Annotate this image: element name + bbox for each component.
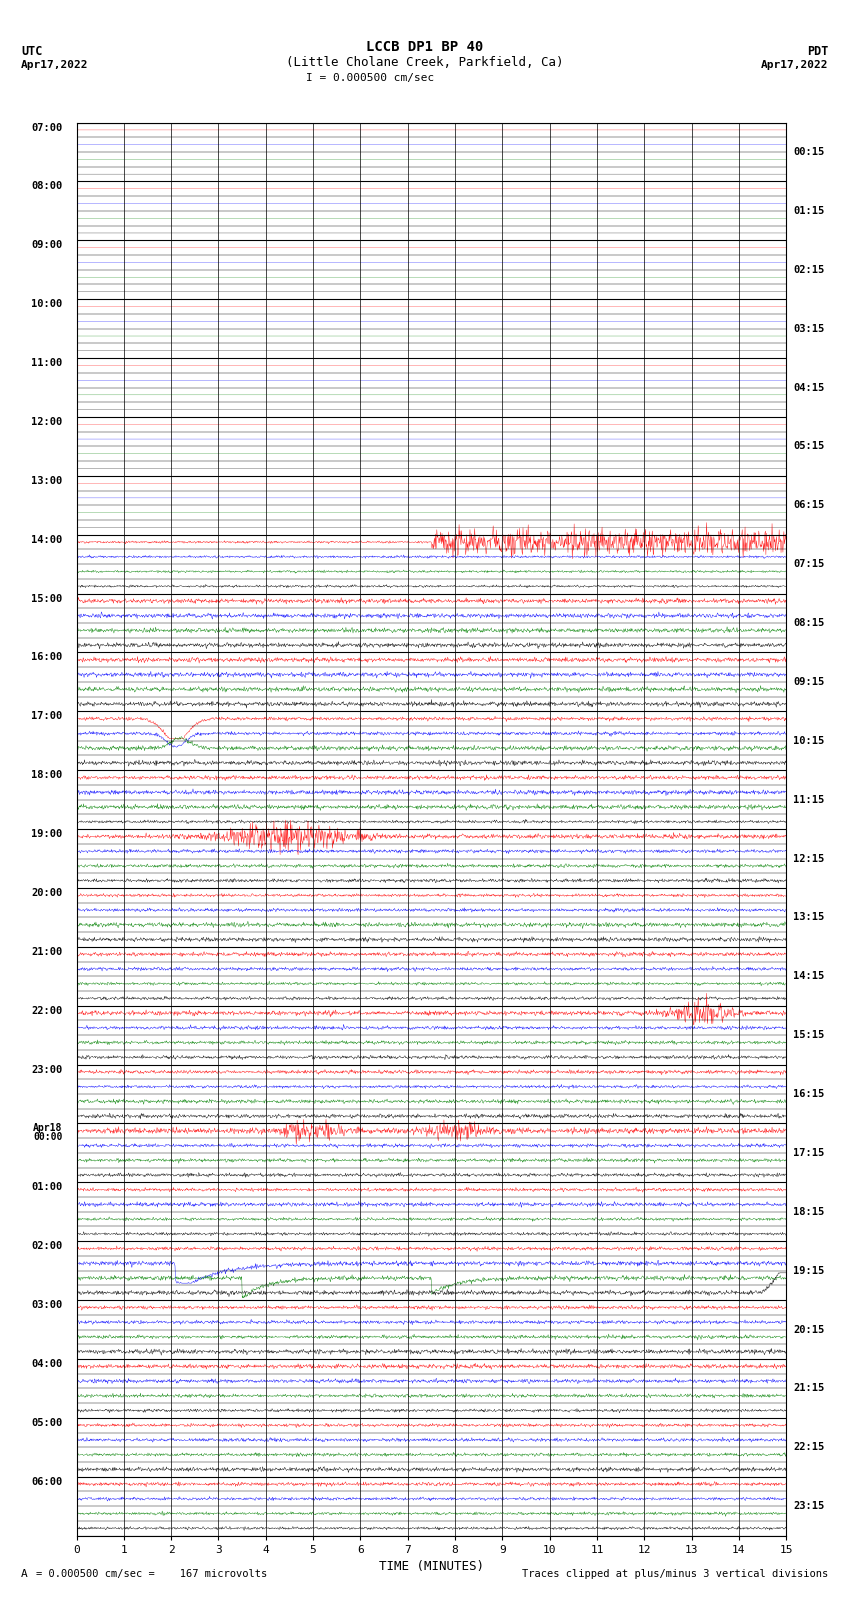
Text: 18:15: 18:15 — [793, 1207, 824, 1216]
Text: 01:15: 01:15 — [793, 206, 824, 216]
Text: 20:00: 20:00 — [31, 887, 62, 898]
Text: Apr17,2022: Apr17,2022 — [21, 60, 88, 69]
Text: (Little Cholane Creek, Parkfield, Ca): (Little Cholane Creek, Parkfield, Ca) — [286, 56, 564, 69]
Text: 18:00: 18:00 — [31, 771, 62, 781]
Text: 03:15: 03:15 — [793, 324, 824, 334]
Text: 22:15: 22:15 — [793, 1442, 824, 1452]
Text: 16:00: 16:00 — [31, 653, 62, 663]
Text: 04:00: 04:00 — [31, 1358, 62, 1369]
Text: 12:00: 12:00 — [31, 418, 62, 427]
Text: 05:15: 05:15 — [793, 442, 824, 452]
Text: 14:15: 14:15 — [793, 971, 824, 981]
Text: 01:00: 01:00 — [31, 1182, 62, 1192]
Text: Apr18: Apr18 — [33, 1124, 62, 1134]
Text: 15:00: 15:00 — [31, 594, 62, 603]
Text: 10:15: 10:15 — [793, 736, 824, 745]
Text: 13:15: 13:15 — [793, 913, 824, 923]
Text: 09:00: 09:00 — [31, 240, 62, 250]
Text: 19:15: 19:15 — [793, 1266, 824, 1276]
Text: 14:00: 14:00 — [31, 536, 62, 545]
Text: 04:15: 04:15 — [793, 382, 824, 392]
Text: 02:00: 02:00 — [31, 1242, 62, 1252]
Text: Apr17,2022: Apr17,2022 — [762, 60, 829, 69]
Text: 09:15: 09:15 — [793, 677, 824, 687]
Text: 22:00: 22:00 — [31, 1007, 62, 1016]
Text: 13:00: 13:00 — [31, 476, 62, 486]
Text: 19:00: 19:00 — [31, 829, 62, 839]
Text: 00:15: 00:15 — [793, 147, 824, 156]
Text: 23:00: 23:00 — [31, 1065, 62, 1074]
Text: A: A — [21, 1569, 28, 1579]
X-axis label: TIME (MINUTES): TIME (MINUTES) — [379, 1560, 484, 1573]
Text: 23:15: 23:15 — [793, 1502, 824, 1511]
Text: 17:00: 17:00 — [31, 711, 62, 721]
Text: 21:15: 21:15 — [793, 1384, 824, 1394]
Text: 08:00: 08:00 — [31, 182, 62, 192]
Text: PDT: PDT — [808, 45, 829, 58]
Text: 17:15: 17:15 — [793, 1148, 824, 1158]
Text: UTC: UTC — [21, 45, 42, 58]
Text: 20:15: 20:15 — [793, 1324, 824, 1334]
Text: 11:15: 11:15 — [793, 795, 824, 805]
Text: 12:15: 12:15 — [793, 853, 824, 863]
Text: 07:00: 07:00 — [31, 123, 62, 132]
Text: 02:15: 02:15 — [793, 265, 824, 274]
Text: 06:15: 06:15 — [793, 500, 824, 510]
Text: 03:00: 03:00 — [31, 1300, 62, 1310]
Text: 16:15: 16:15 — [793, 1089, 824, 1098]
Text: 07:15: 07:15 — [793, 560, 824, 569]
Text: 11:00: 11:00 — [31, 358, 62, 368]
Text: 08:15: 08:15 — [793, 618, 824, 627]
Text: = 0.000500 cm/sec =    167 microvolts: = 0.000500 cm/sec = 167 microvolts — [36, 1569, 267, 1579]
Text: 21:00: 21:00 — [31, 947, 62, 957]
Text: 05:00: 05:00 — [31, 1418, 62, 1428]
Text: 15:15: 15:15 — [793, 1031, 824, 1040]
Text: 10:00: 10:00 — [31, 300, 62, 310]
Text: 00:00: 00:00 — [33, 1132, 62, 1142]
Text: 06:00: 06:00 — [31, 1478, 62, 1487]
Text: Traces clipped at plus/minus 3 vertical divisions: Traces clipped at plus/minus 3 vertical … — [523, 1569, 829, 1579]
Text: I = 0.000500 cm/sec: I = 0.000500 cm/sec — [306, 73, 434, 82]
Text: LCCB DP1 BP 40: LCCB DP1 BP 40 — [366, 40, 484, 55]
